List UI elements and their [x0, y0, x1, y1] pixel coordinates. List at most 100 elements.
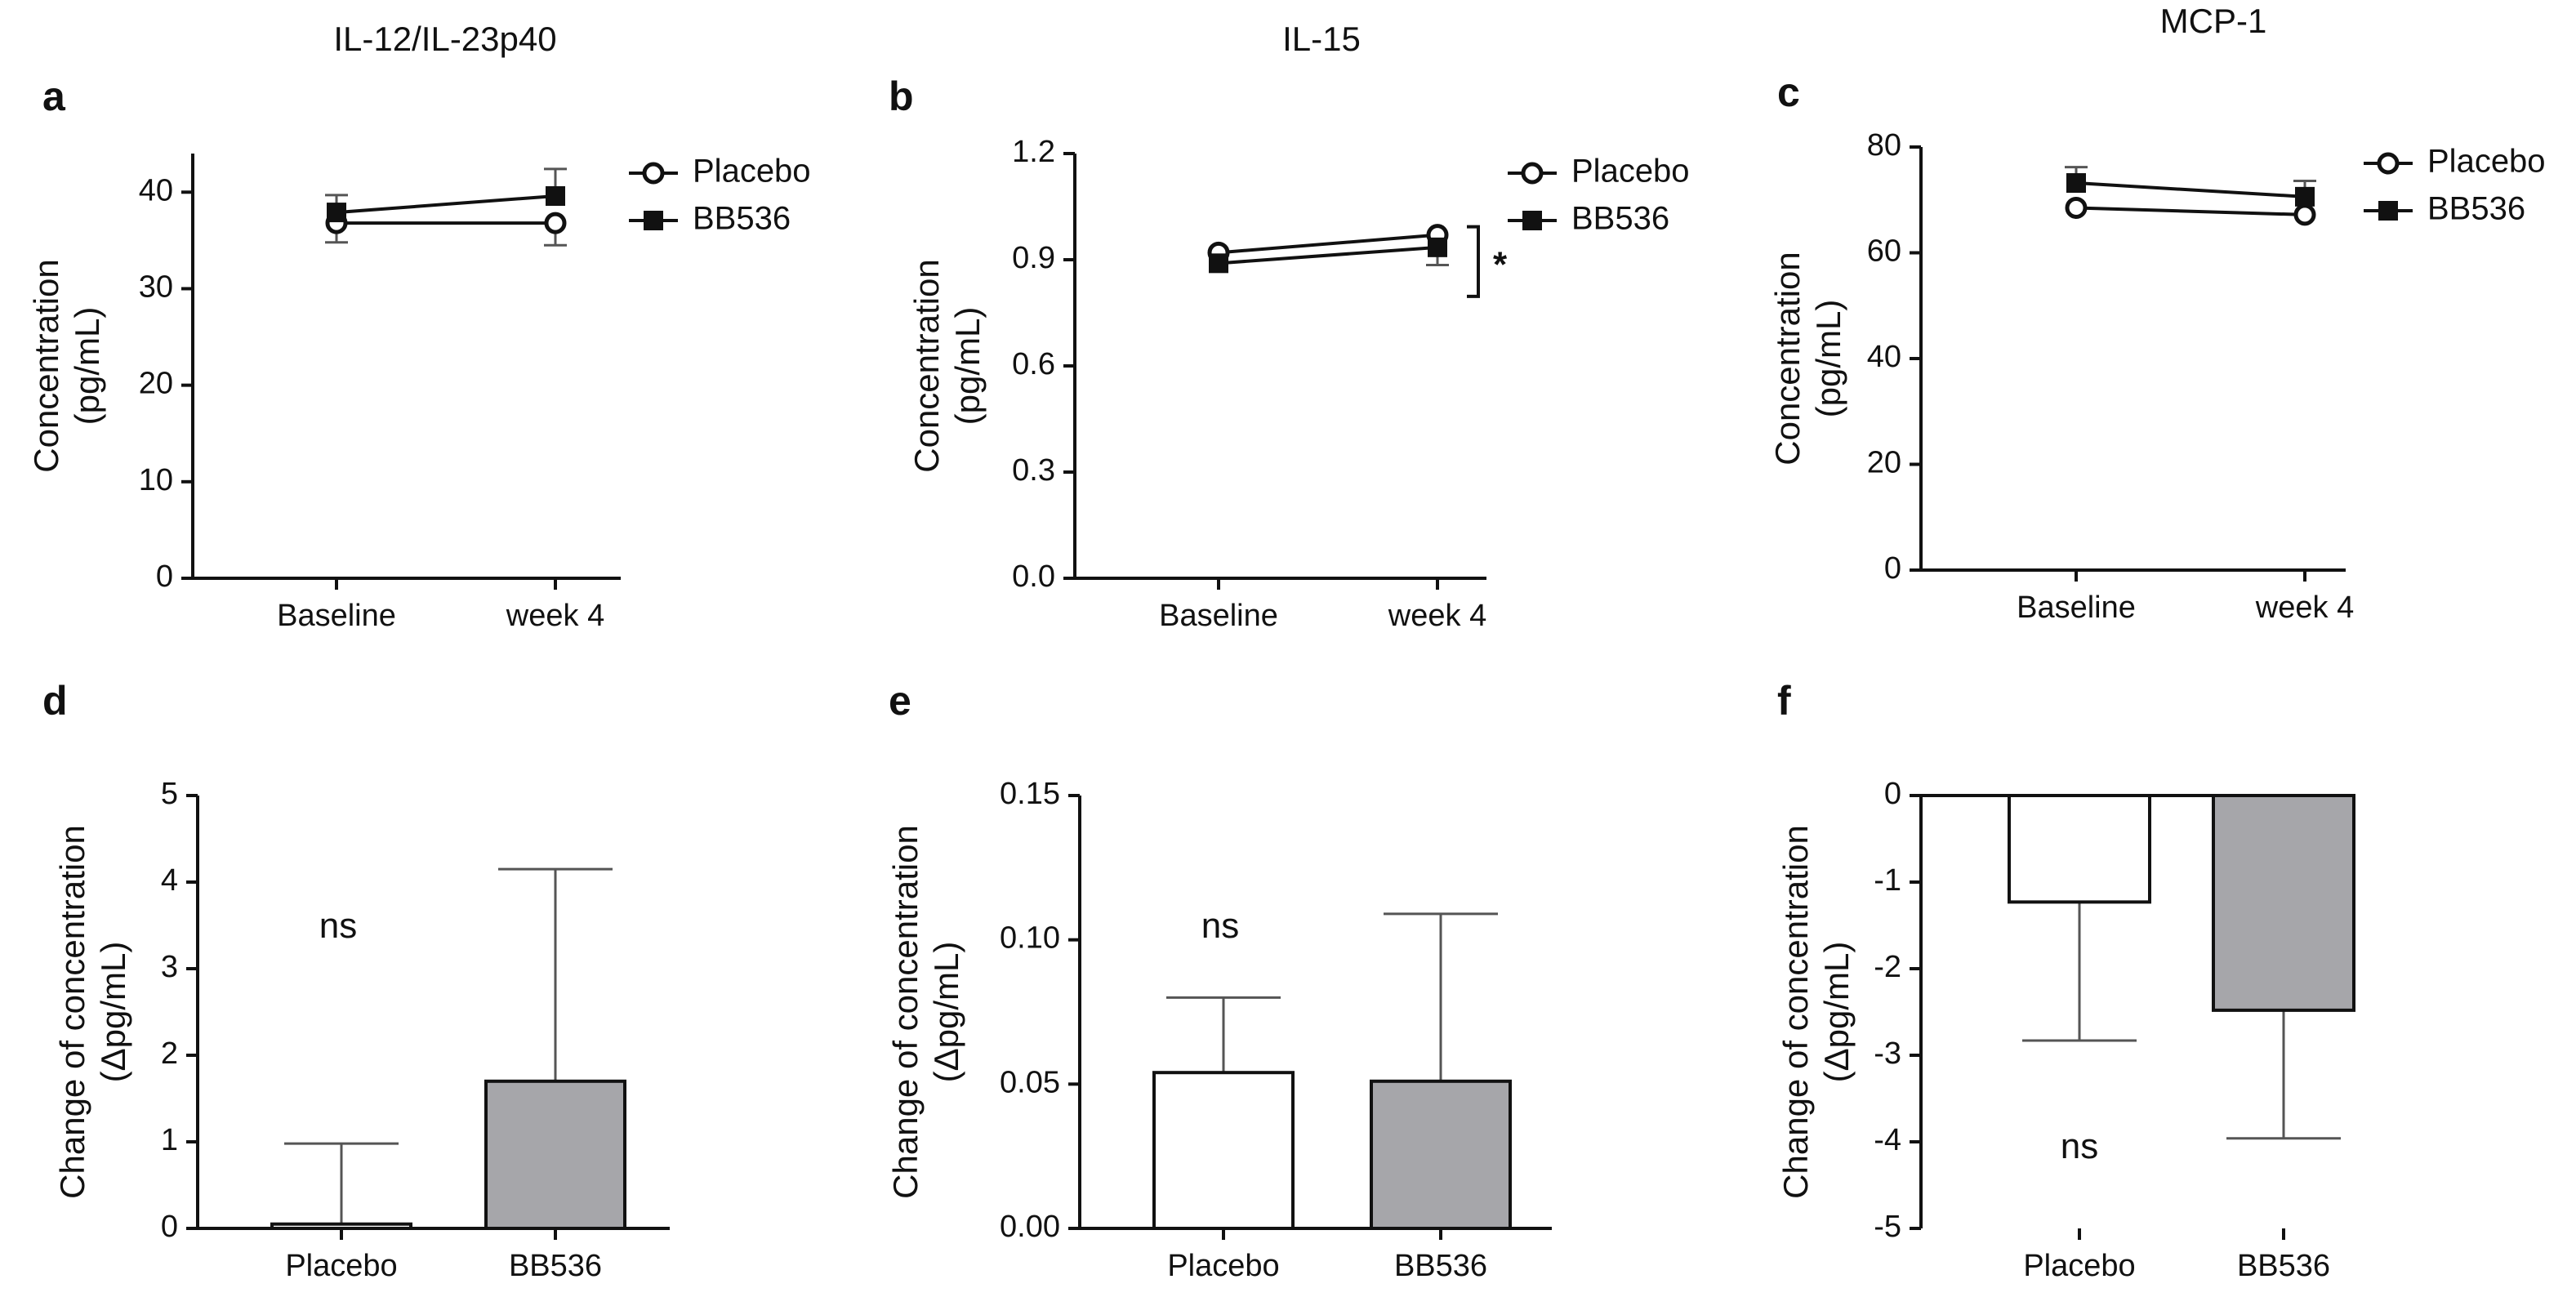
legend-label-bb536: BB536 — [693, 201, 791, 237]
x-tick-label: BB536 — [2237, 1249, 2330, 1283]
panel-d: d Change of concentration (Δpg/mL) 0 1 2 3 4 5 Pl… — [42, 678, 670, 1283]
column-title-1: IL-12/IL-23p40 — [333, 20, 556, 58]
y-tick-label: -1 — [1874, 863, 1901, 898]
placebo-point — [2065, 196, 2088, 219]
y-tick-label: 0 — [1884, 551, 1901, 586]
ns-annotation: ns — [319, 906, 357, 946]
placebo-bar — [1152, 1071, 1295, 1230]
panel-e: e Change of concentration (Δpg/mL) 0.00 0.05… — [886, 678, 1552, 1283]
y-tick-label: 60 — [1867, 234, 1901, 269]
x-tick-label: BB536 — [509, 1249, 602, 1283]
legend-label-bb536: BB536 — [2427, 191, 2525, 227]
panel-letter: a — [42, 74, 66, 119]
bb536-series-line — [1218, 245, 1438, 265]
x-tick-label: Baseline — [1159, 599, 1278, 633]
y-axis-unit: (pg/mL) — [68, 307, 106, 426]
legend-label-placebo: Placebo — [693, 154, 811, 189]
significance-star: * — [1493, 244, 1508, 284]
y-axis-title: Concentration — [27, 259, 65, 473]
bb536-point — [546, 186, 565, 206]
y-tick-label: 20 — [1867, 446, 1901, 480]
legend-marker-bb536 — [644, 211, 663, 230]
bb536-point — [1428, 237, 1447, 257]
y-tick-label: 0.3 — [1012, 453, 1055, 488]
y-tick-label: 20 — [139, 367, 173, 401]
y-axis-title: Change of concentration — [886, 825, 925, 1199]
x-tick-label: Placebo — [285, 1249, 397, 1283]
ns-annotation: ns — [2061, 1126, 2098, 1166]
panel-a: a Concentration (pg/mL) 0 10 20 30 40 Baseline we… — [27, 74, 810, 633]
y-tick-label: 0 — [1884, 777, 1901, 811]
column-title-3: MCP-1 — [2160, 2, 2267, 40]
y-tick-label: 3 — [161, 950, 178, 984]
placebo-series-line — [2075, 206, 2306, 216]
panel-letter: b — [889, 74, 914, 119]
x-tick-label: week 4 — [2255, 591, 2354, 625]
placebo-bar — [270, 1222, 412, 1230]
y-tick-label: -4 — [1874, 1123, 1901, 1157]
legend-marker-bb536 — [1522, 211, 1542, 230]
placebo-bar — [2008, 794, 2151, 904]
ns-annotation: ns — [1201, 906, 1239, 946]
y-tick-label: 1 — [161, 1123, 178, 1157]
bb536-series-line — [2075, 181, 2306, 198]
x-tick-label: Placebo — [2023, 1249, 2135, 1283]
y-tick-label: 0.05 — [1000, 1065, 1060, 1099]
panel-letter: d — [42, 678, 68, 724]
y-tick-label: -5 — [1874, 1210, 1901, 1244]
y-tick-label: 0 — [156, 559, 173, 594]
x-tick-label: Baseline — [277, 599, 396, 633]
placebo-series-line — [1218, 233, 1438, 255]
y-axis-unit: (Δpg/mL) — [1817, 942, 1856, 1083]
column-title-2: IL-15 — [1282, 20, 1361, 58]
legend-label-placebo: Placebo — [2427, 144, 2546, 180]
legend-label-bb536: BB536 — [1571, 201, 1669, 237]
bb536-bar — [1370, 1079, 1512, 1231]
panel-letter: c — [1777, 69, 1800, 115]
y-tick-label: 1.2 — [1012, 135, 1055, 169]
significance-bracket — [1467, 225, 1480, 298]
bb536-point — [1209, 253, 1228, 274]
y-tick-label: 80 — [1867, 128, 1901, 163]
y-axis-title: Concentration — [907, 259, 946, 473]
x-tick-label: Baseline — [2017, 591, 2136, 625]
y-tick-label: 40 — [139, 173, 173, 207]
y-tick-label: 4 — [161, 863, 178, 898]
placebo-point — [2293, 203, 2316, 226]
bb536-series-line — [336, 194, 556, 215]
bb536-bar — [2212, 794, 2355, 1012]
y-tick-label: 0.00 — [1000, 1210, 1060, 1244]
y-tick-label: 0.6 — [1012, 347, 1055, 381]
bb536-point — [327, 203, 346, 223]
y-tick-label: 0.15 — [1000, 777, 1060, 811]
legend-label-placebo: Placebo — [1571, 154, 1690, 189]
y-tick-label: 2 — [161, 1036, 178, 1071]
y-tick-label: -2 — [1874, 950, 1901, 984]
y-tick-label: 0 — [161, 1210, 178, 1244]
x-tick-label: BB536 — [1394, 1249, 1487, 1283]
y-tick-label: 0.9 — [1012, 241, 1055, 275]
panel-c: c Concentration (pg/mL) 0 20 40 60 80 Baseline we… — [1768, 69, 2545, 625]
y-axis-unit: (pg/mL) — [1809, 300, 1847, 418]
y-axis-title: Concentration — [1768, 252, 1807, 466]
y-axis-unit: (Δpg/mL) — [94, 942, 132, 1083]
y-tick-label: 5 — [161, 777, 178, 811]
bb536-point — [2066, 173, 2086, 194]
y-tick-label: -3 — [1874, 1036, 1901, 1071]
y-tick-label: 0.0 — [1012, 559, 1055, 594]
bb536-point — [2295, 186, 2315, 207]
x-tick-label: week 4 — [506, 599, 604, 633]
bb536-bar — [484, 1079, 626, 1231]
legend-marker-bb536 — [2378, 201, 2398, 221]
panel-b: b Concentration (pg/mL) 0.0 0.3 0.6 0.9 1.2 Base… — [889, 74, 1690, 633]
y-tick-label: 40 — [1867, 340, 1901, 374]
x-tick-label: week 4 — [1388, 599, 1486, 633]
panel-letter: f — [1777, 678, 1791, 724]
placebo-point — [544, 212, 567, 234]
legend-marker-placebo — [642, 162, 665, 185]
y-axis-title: Change of concentration — [53, 825, 91, 1199]
y-axis-title: Change of concentration — [1776, 825, 1815, 1199]
panel-f: f Change of concentration (Δpg/mL) 0 -1 -2 -3 -… — [1776, 678, 2355, 1283]
legend-marker-placebo — [1521, 162, 1544, 185]
